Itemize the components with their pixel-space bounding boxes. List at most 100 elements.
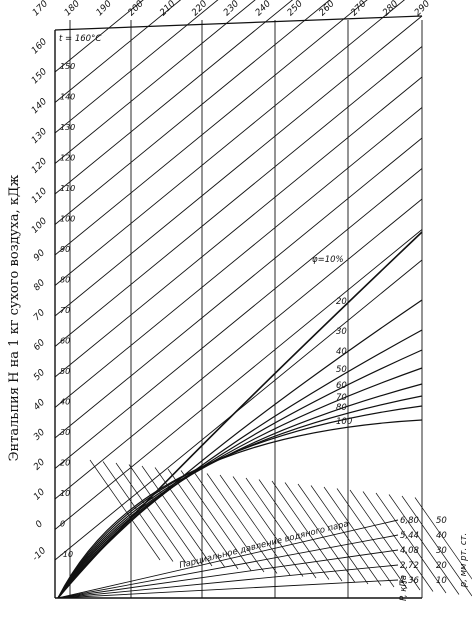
left-tick-label: 130 [30,126,49,145]
rh-curve-label: 40 [336,347,347,357]
rh-curve-label: 50 [336,365,347,375]
fog-region-line [284,482,356,583]
left-tick-label: 40 [32,397,47,412]
partial-pressure-label: Парциальное давление водяного пара [178,519,349,571]
fog-region-line [180,470,252,571]
y-axis-title: Энтальпия H на 1 кг сухого воздуха, кДж [7,175,22,462]
rh-curve-label: 70 [336,393,347,403]
enthalpy-inline-label: 130 [60,123,75,132]
rh-curve [57,329,423,599]
left-tick-label: 110 [30,186,49,205]
fog-region-line [310,485,382,586]
rh-curve-label: 20 [336,297,347,307]
enthalpy-line [54,76,423,378]
fog-region-line [401,495,472,597]
enthalpy-line [54,0,182,103]
fog-region-line [193,471,265,573]
rh-curve [57,395,423,599]
fog-region-line [128,464,200,565]
vertical-gridlines [54,15,423,599]
fog-region-line [115,462,187,564]
partial-pressure-line [57,519,399,599]
rh-curve [57,405,423,599]
left-tick-label: -10 [31,546,49,564]
fog-region-line [271,480,343,582]
rh-curve [57,349,423,599]
fog-region-line [297,483,369,585]
enthalpy-inline-label: 150 [60,62,75,71]
enthalpy-inline-label: 30 [60,428,70,437]
left-tick-label: 90 [32,248,47,263]
partial-pressure-line [57,564,399,599]
left-tick-label: 120 [30,156,49,175]
enthalpy-inline-label: 110 [60,184,75,193]
enthalpy-inline-label: 100 [60,215,75,224]
rh-curve [57,299,423,599]
pressure-mm-tick: 10 [436,576,447,586]
top-tick-label: 170 [31,0,50,18]
left-tick-label: 150 [30,67,49,86]
enthalpy-inline-label: 140 [60,93,75,102]
enthalpy-inline-label: 60 [60,337,70,346]
left-tick-label: 0 [34,519,45,530]
fog-region-line [258,479,330,580]
enthalpy-line [54,0,144,73]
top-tick-label: 230 [222,0,241,18]
left-tick-label: 50 [32,368,47,383]
enthalpy-line [54,0,294,195]
top-tick-label: 200 [126,0,145,18]
rh-curve-label: 100 [336,417,352,427]
top-tick-label: 260 [317,0,336,18]
left-tick-label: 30 [32,427,47,442]
fog-region-line [388,494,460,595]
fog-region-line [349,489,421,591]
fog-region-line [323,486,395,588]
pressure-kpa-tick: 2,72 [400,561,419,571]
left-tick-label: 70 [32,308,47,323]
top-tick-label: 180 [63,0,82,18]
enthalpy-line [54,0,405,286]
pressure-mm-tick: 30 [436,546,447,556]
enthalpy-inline-label: 80 [60,276,70,285]
left-tick-label: 140 [30,97,49,116]
enthalpy-inline-label: 0 [60,520,65,529]
fog-region-line [167,468,239,570]
enthalpy-line [54,0,368,256]
fog-region-line [232,476,304,577]
top-tick-label: 240 [254,0,273,18]
fog-region-line [362,491,434,592]
enthalpy-lines [54,0,472,597]
enthalpy-inline-label: 20 [60,459,70,468]
enthalpy-line [54,137,423,439]
fog-region-line [154,467,226,568]
enthalpy-line [54,0,256,164]
enthalpy-inline-label: 120 [60,154,75,163]
rh-curve [57,383,423,599]
enthalpy-line [54,0,219,134]
enthalpy-inline-label: 10 [60,489,70,498]
enthalpy-line [54,107,423,408]
fog-region-line [375,492,447,594]
left-tick-label: 20 [32,457,47,472]
fog-region-line [141,465,213,567]
temperature-label: t = 160°C [59,34,101,44]
partial-pressure-line [57,549,399,599]
pressure-axis-label-mm: p, мм рт. ст. [459,533,469,588]
left-tick-label: 80 [32,278,47,293]
left-tick-label: 160 [30,37,49,56]
rh-curve-label: 80 [336,403,347,413]
enthalpy-inline-label: -10 [60,550,73,559]
rh-curve-label: 60 [336,381,347,391]
enthalpy-line [54,168,423,469]
top-tick-label: 290 [413,0,432,18]
left-tick-label: 60 [32,338,47,353]
enthalpy-line [54,46,423,347]
pressure-mm-tick: 40 [436,531,447,541]
top-tick-label: 190 [95,0,114,18]
pressure-kpa-tick: 1,36 [400,576,420,586]
enthalpy-inline-label: 70 [60,306,70,315]
top-boundary-line [54,15,423,31]
enthalpy-line [54,198,423,500]
partial-pressure-line [57,579,399,599]
